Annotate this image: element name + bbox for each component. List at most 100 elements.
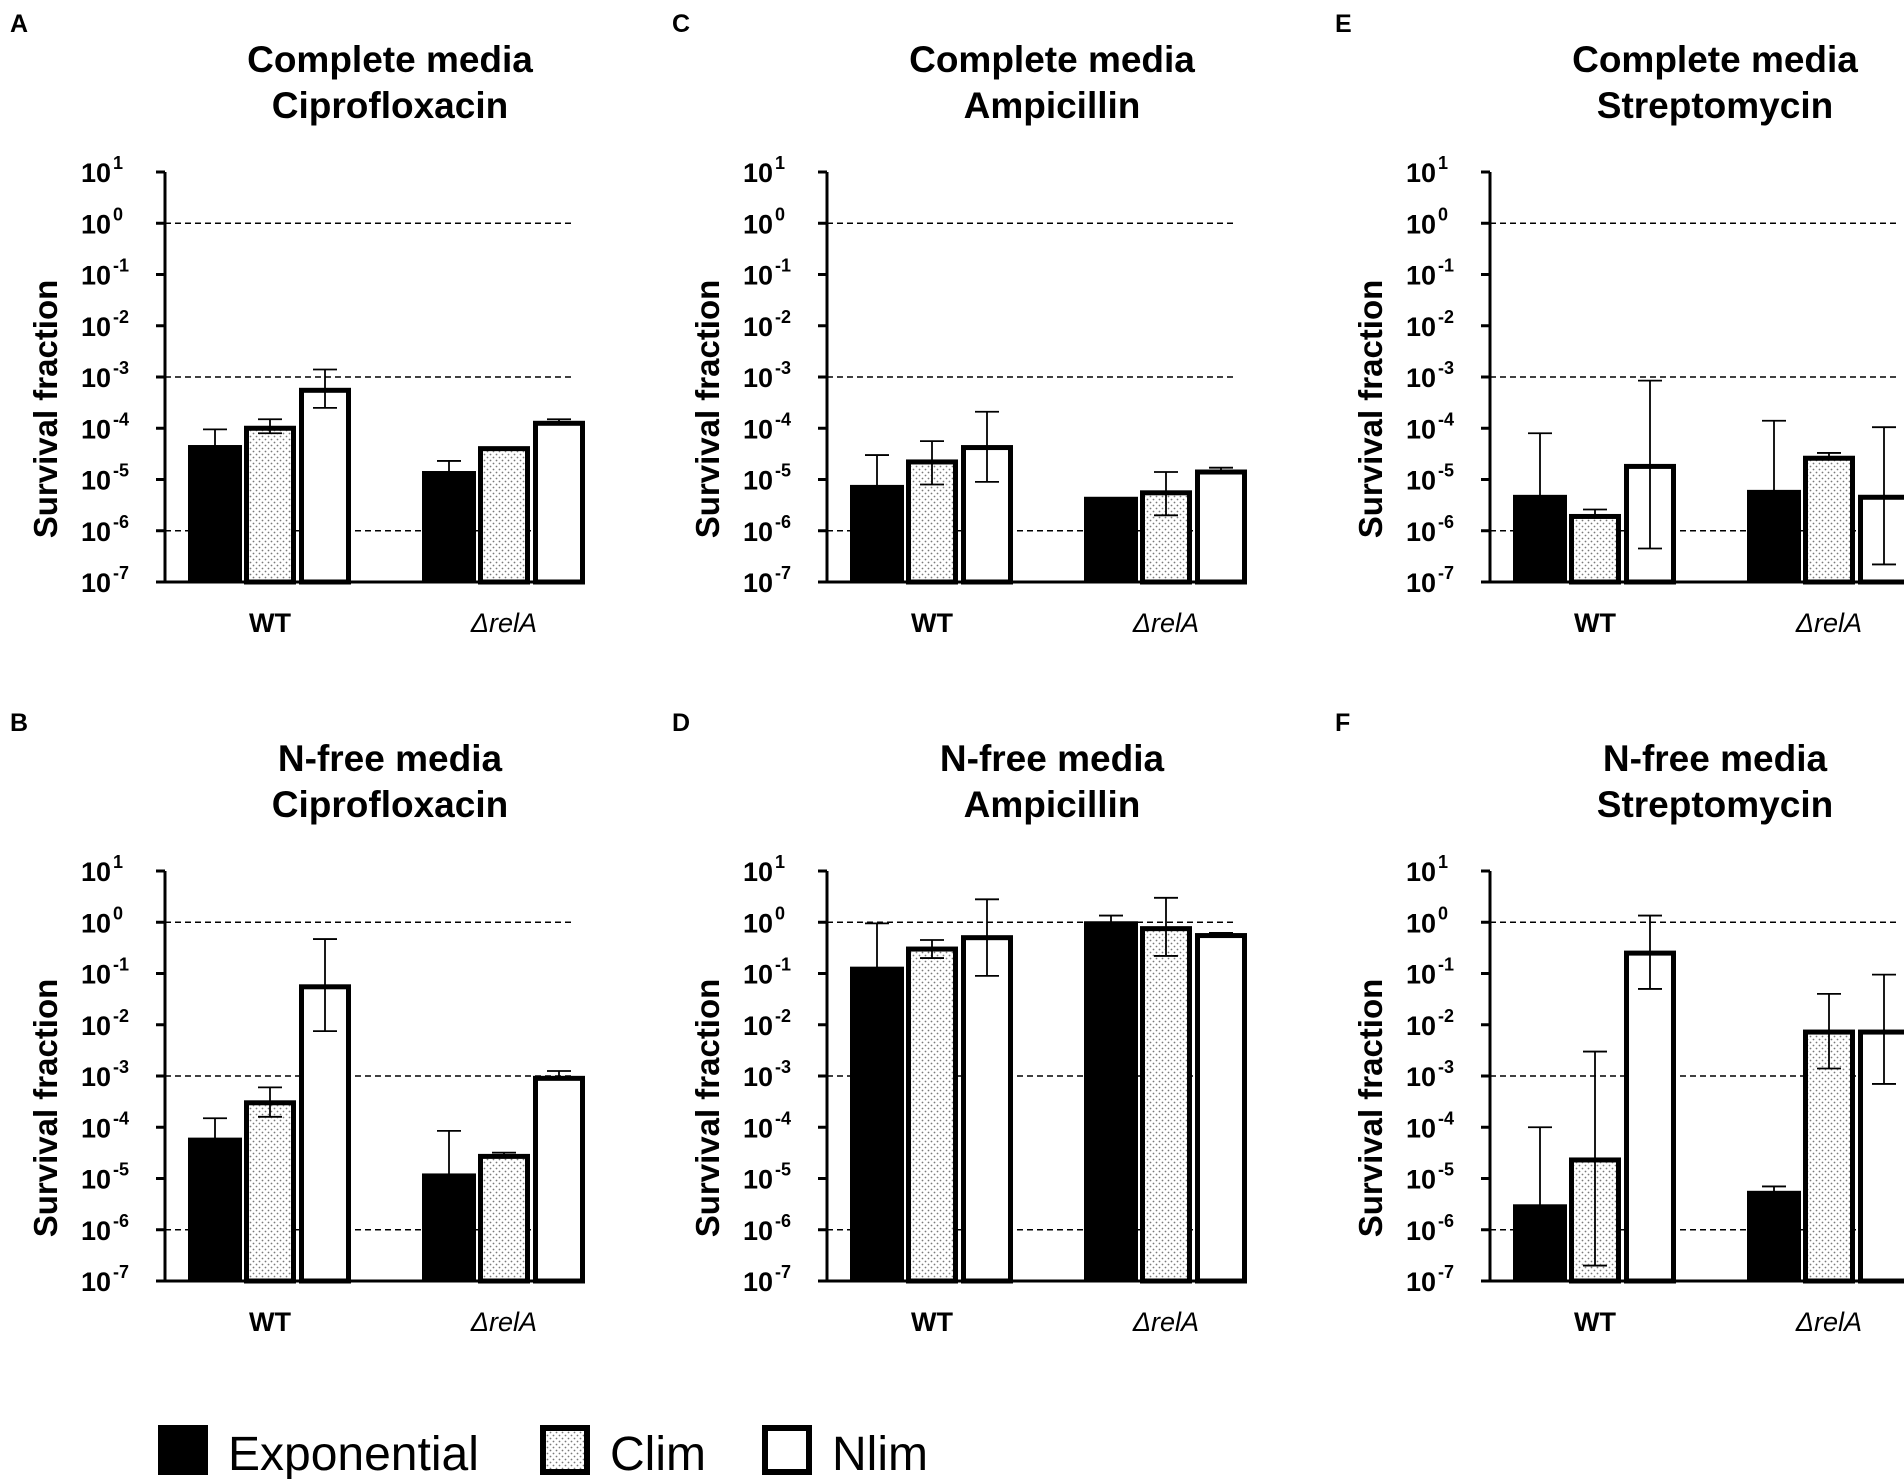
y-axis-label: Survival fraction [1352, 979, 1389, 1238]
y-tick-exponent: 1 [113, 852, 123, 872]
y-tick-exponent: -5 [1438, 1160, 1454, 1180]
bar-clim-wt [1569, 513, 1621, 585]
y-tick-exponent: -1 [1438, 955, 1454, 975]
y-tick-label: 10 [1406, 209, 1436, 239]
y-tick-exponent: -4 [1438, 1108, 1454, 1128]
chart-title-line-2: Streptomycin [1597, 85, 1833, 126]
y-tick-exponent: -7 [113, 1262, 129, 1282]
y-tick-label: 10 [81, 517, 111, 547]
y-tick-label: 10 [81, 1113, 111, 1143]
y-tick-exponent: -4 [113, 1108, 129, 1128]
y-tick-label: 10 [1406, 568, 1436, 598]
y-tick-label: 10 [1406, 1165, 1436, 1195]
y-tick-label: 10 [1406, 1216, 1436, 1246]
bar-exponential-wt [188, 445, 242, 583]
y-tick-exponent: -3 [113, 358, 129, 378]
y-axis-label: Survival fraction [1352, 280, 1389, 539]
x-category-label: ΔrelA [1795, 1307, 1862, 1337]
y-tick-exponent: -3 [1438, 358, 1454, 378]
y-tick-exponent: -6 [775, 512, 791, 532]
bar-exponential-relA [1084, 921, 1138, 1282]
y-tick-label: 10 [81, 466, 111, 496]
y-tick-exponent: -3 [113, 1057, 129, 1077]
y-tick-label: 10 [1406, 1062, 1436, 1092]
bar-nlim-relA [533, 1075, 585, 1284]
legend-label-exponential: Exponential [228, 1428, 479, 1479]
y-tick-exponent: 1 [1438, 153, 1448, 173]
x-category-label: WT [1574, 1307, 1616, 1337]
bar-nlim-relA [533, 420, 585, 585]
chart-title-line-2: Streptomycin [1597, 784, 1833, 825]
x-category-label: WT [1574, 608, 1616, 638]
panel-e: E Complete media Streptomycin Survival frac… [1335, 10, 1904, 638]
x-category-label: ΔrelA [470, 608, 537, 638]
y-tick-label: 10 [81, 1062, 111, 1092]
y-tick-label: 10 [81, 568, 111, 598]
x-category-label: WT [911, 608, 953, 638]
y-tick-label: 10 [81, 209, 111, 239]
y-tick-exponent: -4 [775, 409, 791, 429]
y-tick-label: 10 [1406, 1113, 1436, 1143]
y-tick-label: 10 [743, 1062, 773, 1092]
y-tick-label: 10 [1406, 363, 1436, 393]
bar-nlim-wt [1624, 950, 1676, 1284]
y-axis-label: Survival fraction [689, 979, 726, 1238]
bar-clim-relA [1803, 1029, 1855, 1284]
y-tick-label: 10 [743, 960, 773, 990]
y-tick-label: 10 [81, 1011, 111, 1041]
legend-label-clim: Clim [610, 1428, 706, 1479]
panel-b: B N-free media Ciprofloxacin Survival fract… [10, 709, 585, 1337]
chart-title-line-1: N-free media [1603, 738, 1828, 779]
y-tick-label: 10 [1406, 1011, 1436, 1041]
chart-title-line-2: Ciprofloxacin [272, 85, 508, 126]
panel-letter: C [672, 10, 690, 38]
panel-letter: A [10, 10, 28, 38]
y-tick-label: 10 [81, 1165, 111, 1195]
y-tick-label: 10 [743, 261, 773, 291]
chart-title-line-2: Ampicillin [964, 784, 1141, 825]
x-category-label: ΔrelA [1132, 608, 1199, 638]
y-tick-exponent: -3 [1438, 1057, 1454, 1077]
bar-nlim-wt [299, 984, 351, 1284]
x-category-label: WT [911, 1307, 953, 1337]
y-tick-label: 10 [1406, 414, 1436, 444]
y-tick-label: 10 [743, 908, 773, 938]
panel-d: D N-free media Ampicillin Survival fraction… [672, 709, 1247, 1337]
chart-title-line-1: N-free media [940, 738, 1165, 779]
bar-exponential-wt [1513, 1204, 1567, 1282]
y-tick-exponent: 1 [1438, 852, 1448, 872]
y-tick-exponent: 0 [113, 204, 123, 224]
panel-letter: D [672, 709, 690, 737]
bar-exponential-wt [1513, 494, 1567, 584]
x-category-label: ΔrelA [1132, 1307, 1199, 1337]
y-tick-label: 10 [81, 908, 111, 938]
bar-exponential-relA [422, 1173, 476, 1283]
chart-title-line-2: Ampicillin [964, 85, 1141, 126]
chart-title-line-1: N-free media [278, 738, 503, 779]
y-tick-label: 10 [81, 960, 111, 990]
y-tick-exponent: -5 [1438, 461, 1454, 481]
y-tick-exponent: -5 [775, 1160, 791, 1180]
y-tick-label: 10 [743, 414, 773, 444]
bar-nlim-relA [1858, 1029, 1904, 1284]
bar-clim-relA [478, 1153, 530, 1284]
y-tick-exponent: -7 [113, 563, 129, 583]
y-tick-exponent: -1 [1438, 256, 1454, 276]
y-tick-label: 10 [81, 1267, 111, 1297]
y-tick-label: 10 [1406, 517, 1436, 547]
y-tick-exponent: -2 [1438, 1006, 1454, 1026]
y-tick-exponent: -4 [1438, 409, 1454, 429]
y-tick-label: 10 [81, 857, 111, 887]
y-tick-exponent: -1 [113, 955, 129, 975]
y-tick-label: 10 [1406, 960, 1436, 990]
y-tick-label: 10 [743, 517, 773, 547]
y-tick-exponent: -1 [775, 955, 791, 975]
legend: Exponential Clim Nlim [158, 1425, 928, 1479]
bar-clim-relA [1140, 926, 1192, 1284]
y-tick-exponent: -6 [1438, 1211, 1454, 1231]
y-tick-exponent: -6 [113, 1211, 129, 1231]
bar-clim-wt [244, 425, 296, 585]
y-tick-label: 10 [743, 1011, 773, 1041]
legend-label-nlim: Nlim [832, 1428, 928, 1479]
